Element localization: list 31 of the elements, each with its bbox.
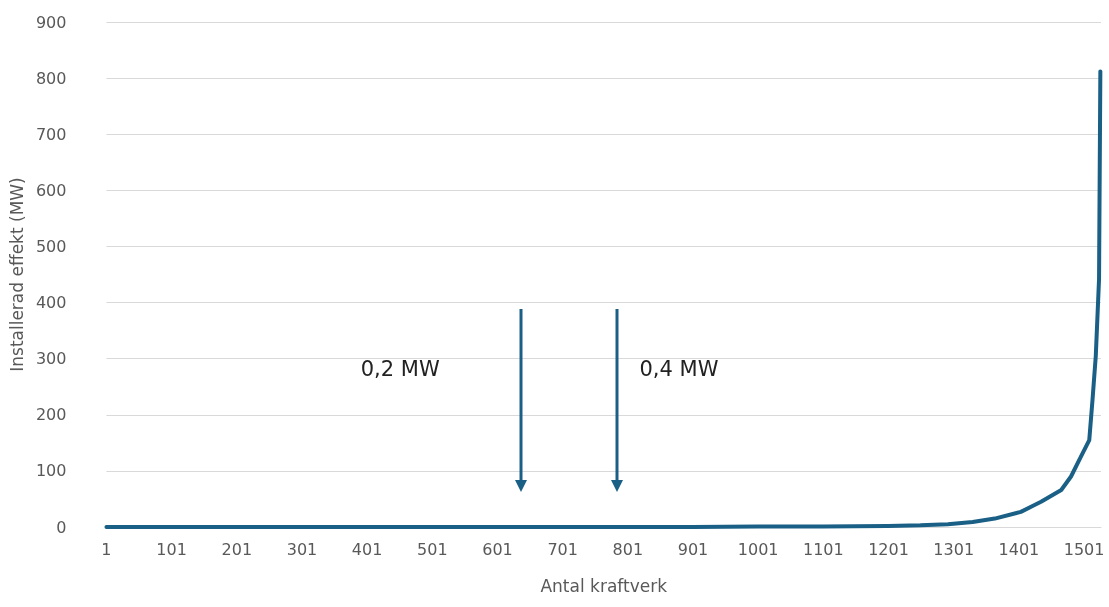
y-tick-label: 600: [35, 180, 67, 200]
x-tick-label: 801: [612, 539, 644, 559]
x-axis-title: Antal kraftverk: [540, 575, 668, 596]
x-tick-label: 1: [101, 539, 112, 559]
x-tick-label: 101: [156, 539, 187, 559]
y-tick-label: 500: [35, 236, 67, 256]
annotation: 0,2 MW: [360, 357, 440, 381]
annotation: 0,4 MW: [639, 357, 719, 381]
y-axis-title: Installerad effekt (MW): [6, 177, 27, 372]
x-tick-label: 301: [286, 539, 318, 559]
x-tick-label: 1101: [803, 539, 844, 559]
x-tick-label: 501: [417, 539, 448, 559]
y-tick-label: 900: [35, 12, 67, 32]
y-tick-label: 300: [35, 349, 67, 369]
x-tick-label: 1001: [737, 539, 779, 559]
y-tick-label: 400: [35, 293, 67, 313]
y-tick-label: 200: [35, 405, 67, 425]
x-tick-label: 401: [351, 539, 383, 559]
x-tick-label: 201: [221, 539, 253, 559]
x-tick-label: 1301: [933, 539, 975, 559]
y-tick-label: 0: [56, 517, 67, 537]
y-tick-label: 700: [35, 124, 67, 144]
x-tick-label: 701: [547, 539, 578, 559]
x-tick-label: 901: [677, 539, 709, 559]
x-tick-label: 1401: [998, 539, 1040, 559]
x-tick-label: 1501: [1063, 539, 1105, 559]
x-tick-label: 601: [482, 539, 513, 559]
y-tick-label: 100: [35, 461, 67, 481]
line-series: [104, 69, 1103, 529]
x-tick-label: 1201: [868, 539, 909, 559]
y-tick-label: 800: [35, 68, 67, 88]
